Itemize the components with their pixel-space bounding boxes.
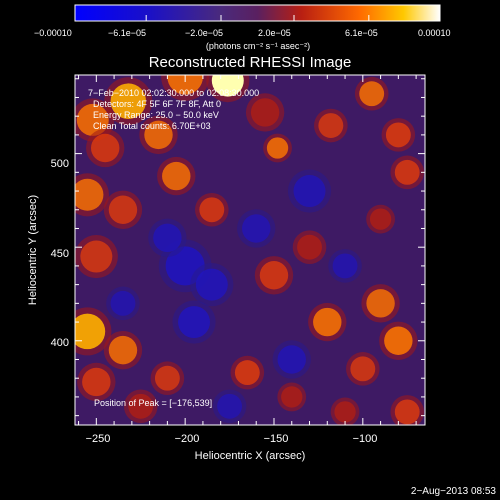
x-tick-label: −100 bbox=[353, 433, 378, 445]
heatmap-positive-blob bbox=[234, 360, 260, 386]
heatmap-positive-blob bbox=[318, 113, 344, 138]
y-tick-label: 500 bbox=[51, 158, 69, 170]
heatmap-positive-blob bbox=[199, 197, 225, 223]
heatmap-positive-blob bbox=[108, 195, 138, 224]
heatmap-positive-blob bbox=[108, 335, 138, 365]
annotation-detectors: Detectors: 4F 5F 6F 7F 8F, Att 0 bbox=[93, 99, 221, 109]
colorbar-tick-label: −2.0e−05 bbox=[185, 28, 223, 38]
chart-title: Reconstructed RHESSI Image bbox=[149, 54, 352, 71]
colorbar-tick-label: 2.0e−05 bbox=[258, 28, 291, 38]
heatmap-positive-blob bbox=[366, 289, 395, 318]
heatmap-positive-blob bbox=[82, 367, 111, 397]
colorbar-tick-label: −0.00010 bbox=[34, 28, 72, 38]
heatmap-positive-blob bbox=[297, 234, 322, 260]
heatmap-negative-blob bbox=[195, 268, 228, 301]
heatmap-negative-blob bbox=[242, 214, 271, 243]
heatmap-positive-blob bbox=[75, 313, 106, 350]
peak-position-label: Position of Peak = [−176,539] bbox=[94, 398, 212, 408]
colorbar-tick-label: −6.1e−05 bbox=[108, 28, 146, 38]
heatmap-positive-blob bbox=[144, 120, 173, 150]
x-axis-label: Heliocentric X (arcsec) bbox=[195, 450, 306, 462]
heatmap-positive-blob bbox=[110, 83, 147, 119]
heatmap-positive-blob bbox=[334, 401, 356, 423]
x-tick-label: −250 bbox=[86, 433, 111, 445]
heatmap-positive-blob bbox=[80, 240, 113, 273]
heatmap-negative-blob bbox=[153, 223, 182, 253]
heatmap-positive-blob bbox=[128, 393, 154, 419]
heatmap-negative-blob bbox=[110, 290, 136, 316]
heatmap-negative-blob bbox=[277, 345, 306, 374]
heatmap-positive-blob bbox=[250, 98, 280, 127]
heatmap-positive-blob bbox=[385, 122, 411, 148]
heatmap-positive-blob bbox=[350, 356, 376, 382]
annotation-time-range: 7−Feb−2010 02:02:30.000 to 02:08:30.000 bbox=[88, 88, 259, 98]
heatmap-positive-blob bbox=[259, 261, 289, 290]
colorbar-tick-label: 6.1e−05 bbox=[345, 28, 378, 38]
heatmap-positive-blob bbox=[162, 161, 191, 191]
x-tick-label: −150 bbox=[264, 433, 289, 445]
axis-ticks bbox=[75, 75, 425, 425]
annotation-energy-range: Energy Range: 25.0 − 50.0 keV bbox=[93, 110, 219, 120]
plot-frame bbox=[74, 74, 426, 426]
heatmap-positive-blob bbox=[313, 307, 342, 337]
heatmap-positive-blob bbox=[394, 399, 420, 425]
heatmap-negative-blob bbox=[332, 253, 358, 279]
heatmap-positive-blob bbox=[266, 137, 289, 159]
colorbar-units: (photons cm⁻² s⁻¹ asec⁻²) bbox=[206, 41, 310, 51]
colorbar-tick-label: 0.00010 bbox=[418, 28, 451, 38]
heatmap-positive-blob bbox=[90, 133, 120, 163]
heatmap-positive-blob bbox=[384, 326, 413, 355]
heatmap-positive-blob bbox=[211, 75, 244, 97]
plot-area bbox=[75, 75, 425, 425]
heatmap-positive-blob bbox=[281, 386, 303, 408]
colorbar bbox=[74, 4, 441, 22]
heatmap-positive-blob bbox=[76, 103, 109, 136]
x-tick-label: −200 bbox=[175, 433, 200, 445]
y-axis-label: Heliocentric Y (arcsec) bbox=[27, 195, 39, 305]
annotation-clean-counts: Clean Total counts: 6.70E+03 bbox=[93, 121, 211, 131]
heatmap-positive-blob bbox=[369, 208, 392, 230]
heatmap-positive-blob bbox=[154, 365, 180, 391]
heatmap-positive-blob bbox=[167, 75, 203, 95]
heatmap-positive-blob bbox=[75, 178, 104, 211]
heatmap-positive-blob bbox=[394, 159, 420, 185]
y-tick-label: 400 bbox=[51, 337, 69, 349]
heatmap-negative-blob bbox=[293, 175, 326, 208]
heatmap-positive-blob bbox=[359, 81, 385, 107]
footer-date: 2−Aug−2013 08:53 bbox=[411, 486, 497, 497]
heatmap-negative-blob bbox=[178, 306, 211, 339]
y-tick-label: 450 bbox=[51, 248, 69, 260]
heatmap bbox=[75, 75, 425, 425]
colorbar-ticks bbox=[74, 15, 441, 21]
heatmap-negative-blob bbox=[217, 393, 243, 419]
